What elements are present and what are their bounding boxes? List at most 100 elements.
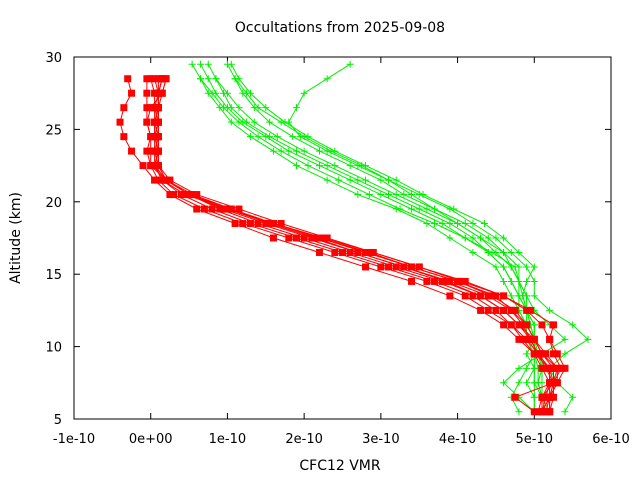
red-square-point [292,234,300,242]
green-plus-point [500,248,508,256]
red-square-point [546,364,554,372]
red-square-point [500,292,508,300]
red-profile-line [154,78,551,412]
red-square-point [469,292,477,300]
x-tick-label: 0e+00 [129,432,173,447]
green-plus-point [335,176,343,184]
red-square-point [262,220,270,228]
green-plus-point [266,118,274,126]
red-square-point [151,162,159,170]
green-plus-point [396,205,404,213]
green-plus-point [377,176,385,184]
red-square-point [484,306,492,314]
green-plus-point [331,162,339,170]
red-square-point [151,133,159,141]
red-square-point [546,379,554,387]
green-plus-point [304,162,312,170]
red-square-point [530,408,538,416]
red-square-point [534,408,542,416]
green-plus-point [515,277,523,285]
red-square-point [154,104,162,112]
green-plus-point [500,379,508,387]
green-plus-point [208,89,216,97]
red-square-point [151,147,159,155]
green-profile-line [234,78,589,413]
red-square-point [158,176,166,184]
red-square-point [457,277,465,285]
red-square-point [139,162,147,170]
green-plus-point [246,133,254,141]
axes: -1e-10 0e+00 1e-10 2e-10 3e-10 4e-10 5e-10 6e-1… [45,51,629,447]
red-square-point [392,263,400,271]
green-plus-point [492,263,500,271]
red-square-point [484,292,492,300]
red-square-point [507,306,515,314]
red-square-point [151,89,159,97]
green-plus-point [246,89,254,97]
red-square-point [549,350,557,358]
red-square-point [193,205,201,213]
green-plus-point [480,220,488,228]
green-plus-point [266,133,274,141]
green-plus-point [488,248,496,256]
green-plus-point [461,234,469,242]
red-square-point [269,220,277,228]
red-square-point [143,89,151,97]
red-square-point [446,292,454,300]
green-plus-point [523,263,531,271]
red-square-point [269,234,277,242]
red-square-point [154,176,162,184]
red-square-point [365,248,373,256]
green-plus-point [469,248,477,256]
red-profile-series [151,75,569,416]
green-plus-point [515,248,523,256]
red-square-point [500,306,508,314]
red-square-point [519,321,527,329]
red-square-point [553,350,561,358]
red-square-point [246,220,254,228]
red-square-point [553,379,561,387]
red-square-point [116,118,124,126]
red-profile-line [157,78,562,412]
green-plus-point [561,350,569,358]
red-square-point [542,408,550,416]
red-square-point [454,277,462,285]
red-profile-line [154,78,555,412]
red-square-point [147,133,155,141]
green-plus-point [296,133,304,141]
green-plus-point [377,191,385,199]
green-plus-point [304,133,312,141]
green-plus-point [273,133,281,141]
red-square-point [515,321,523,329]
red-square-point [151,176,159,184]
red-square-point [216,205,224,213]
red-square-point [181,191,189,199]
red-profile-series [151,75,561,416]
red-square-point [538,393,546,401]
red-square-point [523,321,531,329]
green-plus-point [315,162,323,170]
red-square-point [315,248,323,256]
green-plus-point [523,277,531,285]
red-square-point [542,393,550,401]
y-tick-label: 20 [45,196,62,211]
green-plus-point [500,277,508,285]
green-plus-point [254,104,262,112]
red-square-point [477,292,485,300]
red-square-point [549,321,557,329]
green-plus-point [346,60,354,68]
red-square-point [530,350,538,358]
green-profile-series [188,60,546,416]
red-square-point [331,248,339,256]
red-square-point [147,162,155,170]
x-tick-label: 2e-10 [285,432,323,447]
red-square-point [154,147,162,155]
green-plus-point [243,118,251,126]
green-plus-point [450,205,458,213]
green-plus-point [235,104,243,112]
green-plus-point [584,335,592,343]
red-square-point [546,408,554,416]
red-square-point [492,306,500,314]
red-square-point [143,104,151,112]
